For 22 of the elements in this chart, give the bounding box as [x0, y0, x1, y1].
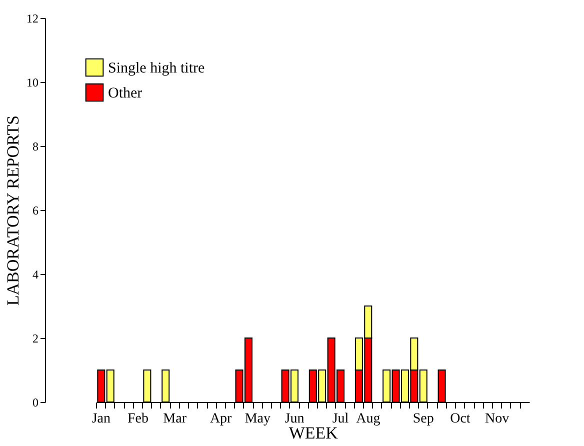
- x-tick-label: Feb: [127, 412, 148, 426]
- x-tick-label: May: [244, 412, 271, 426]
- x-tick-label: Jan: [92, 412, 110, 426]
- y-tick-label: 8: [32, 140, 38, 154]
- legend-label: Single high titre: [108, 60, 205, 76]
- y-tick-label: 12: [26, 12, 38, 26]
- x-tick-label: Aug: [356, 412, 380, 426]
- y-tick-label: 2: [32, 332, 38, 346]
- y-axis-title: LABORATORY REPORTS: [4, 115, 22, 306]
- y-tick-label: 10: [26, 76, 38, 90]
- x-tick-label: Jun: [284, 412, 304, 426]
- x-tick-label: Oct: [450, 412, 470, 426]
- x-tick-label: Nov: [484, 412, 510, 426]
- x-tick-label: Jul: [332, 412, 349, 426]
- x-tick-label: Sep: [412, 412, 434, 426]
- x-tick-label: Apr: [210, 412, 232, 426]
- x-tick-label: Mar: [163, 412, 187, 426]
- x-axis-title: WEEK: [288, 424, 339, 442]
- y-tick-label: 0: [32, 396, 38, 410]
- y-tick-label: 6: [32, 204, 38, 218]
- legend-label: Other: [108, 86, 142, 102]
- y-tick-label: 4: [32, 268, 38, 282]
